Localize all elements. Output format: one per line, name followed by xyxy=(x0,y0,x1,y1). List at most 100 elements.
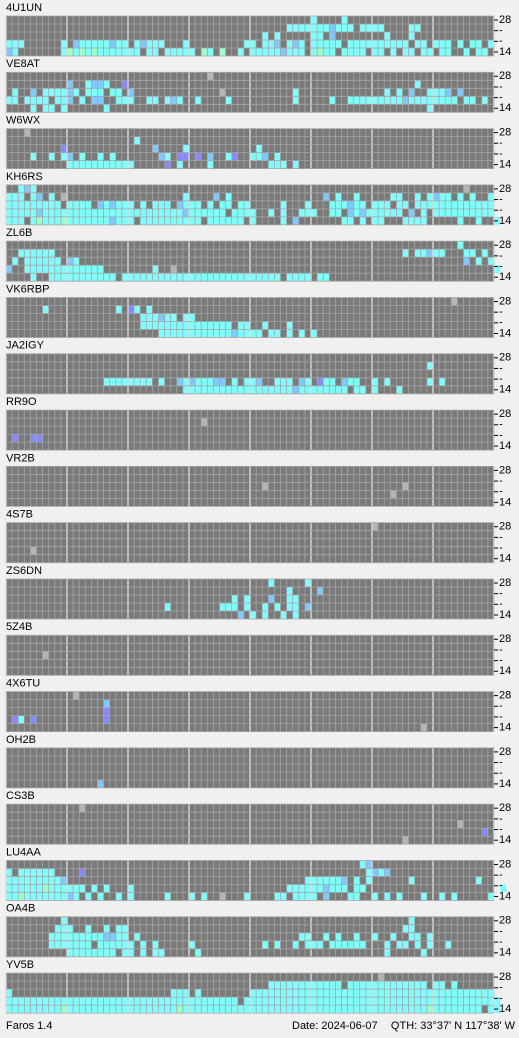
signal-cell xyxy=(457,820,464,829)
signal-cell xyxy=(213,385,220,394)
qth-label: QTH: 33°37' N 117°38' W xyxy=(391,1020,516,1032)
signal-cell xyxy=(256,377,263,386)
band-label: - xyxy=(499,137,503,149)
signal-cell xyxy=(128,377,135,386)
signal-cell xyxy=(304,377,311,386)
signal-cell xyxy=(85,1005,92,1014)
signal-cell xyxy=(128,96,135,105)
signal-cell xyxy=(48,273,55,282)
signal-cell xyxy=(304,385,311,394)
signal-cell xyxy=(73,48,80,56)
signal-cell xyxy=(146,1005,153,1014)
signal-cell xyxy=(237,48,244,56)
signal-cell xyxy=(67,88,74,97)
station-name: ZS6DN xyxy=(6,565,42,577)
signal-cell xyxy=(219,216,226,225)
signal-cell xyxy=(54,216,61,225)
signal-cell xyxy=(408,997,415,1006)
band-label: 28 xyxy=(499,690,511,702)
signal-cell xyxy=(359,1005,366,1014)
signal-cell xyxy=(243,892,250,901)
signal-cell xyxy=(164,321,171,330)
signal-cell xyxy=(298,981,305,990)
signal-cell xyxy=(36,192,43,201)
signal-cell xyxy=(396,88,403,97)
signal-cell xyxy=(286,377,293,386)
signal-cell xyxy=(36,216,43,225)
signal-cell xyxy=(396,96,403,105)
signal-cell xyxy=(60,273,67,282)
signal-cell xyxy=(67,924,74,933)
signal-cell xyxy=(420,981,427,990)
signal-cell xyxy=(323,385,330,394)
signal-cell xyxy=(103,377,110,386)
signal-cell xyxy=(396,989,403,998)
signal-cell xyxy=(250,997,257,1006)
signal-cell xyxy=(298,892,305,901)
signal-cell xyxy=(189,321,196,330)
signal-cell xyxy=(109,152,116,161)
signal-cell xyxy=(67,892,74,901)
signal-cell xyxy=(140,200,147,209)
signal-cell xyxy=(91,40,98,48)
signal-cell xyxy=(353,200,360,209)
signal-cell xyxy=(304,200,311,209)
signal-cell xyxy=(323,40,330,48)
signal-cell xyxy=(426,192,433,201)
version-label: Faros 1.4 xyxy=(6,1020,52,1032)
signal-cell xyxy=(262,940,269,949)
signal-cell xyxy=(115,216,122,225)
signal-cell xyxy=(91,216,98,225)
signal-cell xyxy=(128,160,135,169)
signal-cell xyxy=(103,932,110,941)
signal-cell xyxy=(341,216,348,225)
signal-cell xyxy=(311,32,318,40)
signal-cell xyxy=(390,48,397,56)
signal-cell xyxy=(274,329,281,338)
signal-cell xyxy=(6,192,13,201)
signal-cell xyxy=(12,434,19,443)
signal-cell xyxy=(85,208,92,217)
signal-cell xyxy=(408,876,415,885)
signal-cell xyxy=(268,329,275,338)
signal-cell xyxy=(67,160,74,169)
signal-cell xyxy=(292,385,299,394)
signal-cell xyxy=(378,989,385,998)
signal-cell xyxy=(268,160,275,169)
signal-cell xyxy=(18,884,25,893)
signal-cell xyxy=(445,997,452,1006)
signal-cell xyxy=(97,1005,104,1014)
signal-cell xyxy=(60,940,67,949)
signal-cell xyxy=(42,249,49,258)
signal-cell xyxy=(231,152,238,161)
signal-cell xyxy=(201,1005,208,1014)
band-label: 28 xyxy=(499,239,511,251)
signal-cell xyxy=(329,981,336,990)
signal-cell xyxy=(12,997,19,1006)
signal-cell xyxy=(256,152,263,161)
signal-cell xyxy=(378,997,385,1006)
signal-cell xyxy=(85,892,92,901)
signal-cell xyxy=(457,989,464,998)
signal-cell xyxy=(243,997,250,1006)
signal-cell xyxy=(384,1005,391,1014)
band-label: - xyxy=(499,193,503,205)
signal-cell xyxy=(91,932,98,941)
signal-cell xyxy=(225,152,232,161)
signal-cell xyxy=(243,208,250,217)
signal-cell xyxy=(158,948,165,957)
signal-cell xyxy=(67,884,74,893)
signal-cell xyxy=(396,200,403,209)
signal-cell xyxy=(237,321,244,330)
signal-cell xyxy=(189,200,196,209)
signal-cell xyxy=(176,321,183,330)
band-label: 28 xyxy=(499,408,511,420)
signal-cell xyxy=(103,884,110,893)
signal-cell xyxy=(128,948,135,957)
signal-cell xyxy=(54,257,61,266)
signal-cell xyxy=(79,884,86,893)
signal-cell xyxy=(91,80,98,89)
signal-cell xyxy=(329,876,336,885)
signal-cell xyxy=(250,208,257,217)
signal-cell xyxy=(292,88,299,97)
